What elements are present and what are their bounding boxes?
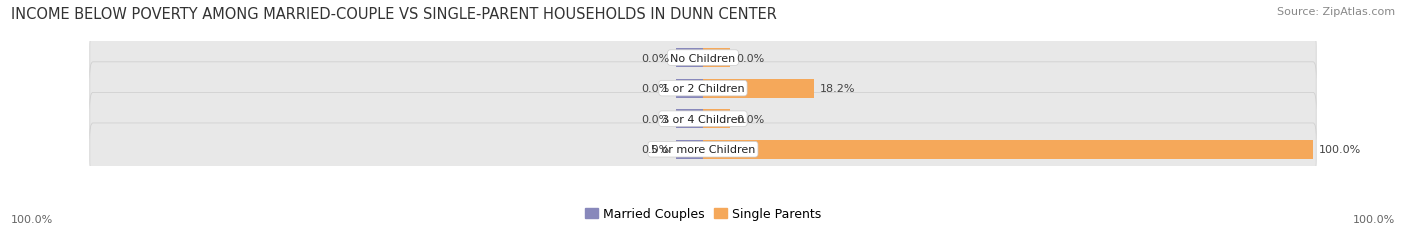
Text: 0.0%: 0.0% — [737, 114, 765, 124]
Text: 0.0%: 0.0% — [641, 114, 669, 124]
FancyBboxPatch shape — [90, 93, 1316, 145]
Text: 0.0%: 0.0% — [737, 53, 765, 63]
FancyBboxPatch shape — [90, 63, 1316, 115]
Text: 1 or 2 Children: 1 or 2 Children — [662, 84, 744, 94]
Text: 3 or 4 Children: 3 or 4 Children — [662, 114, 744, 124]
Text: 100.0%: 100.0% — [11, 214, 53, 224]
Text: 100.0%: 100.0% — [1353, 214, 1395, 224]
FancyBboxPatch shape — [90, 123, 1316, 176]
Bar — [703, 79, 814, 98]
Bar — [703, 110, 731, 129]
Text: Source: ZipAtlas.com: Source: ZipAtlas.com — [1277, 7, 1395, 17]
FancyBboxPatch shape — [90, 32, 1316, 85]
Legend: Married Couples, Single Parents: Married Couples, Single Parents — [581, 202, 825, 225]
Text: 100.0%: 100.0% — [1319, 145, 1361, 155]
Text: INCOME BELOW POVERTY AMONG MARRIED-COUPLE VS SINGLE-PARENT HOUSEHOLDS IN DUNN CE: INCOME BELOW POVERTY AMONG MARRIED-COUPL… — [11, 7, 778, 22]
Text: 18.2%: 18.2% — [820, 84, 856, 94]
Bar — [703, 140, 1313, 159]
Text: No Children: No Children — [671, 53, 735, 63]
Bar — [675, 79, 703, 98]
Bar — [703, 49, 731, 68]
Text: 0.0%: 0.0% — [641, 53, 669, 63]
Bar — [675, 140, 703, 159]
Bar — [675, 110, 703, 129]
Text: 0.0%: 0.0% — [641, 84, 669, 94]
Text: 0.0%: 0.0% — [641, 145, 669, 155]
Bar — [675, 49, 703, 68]
Text: 5 or more Children: 5 or more Children — [651, 145, 755, 155]
